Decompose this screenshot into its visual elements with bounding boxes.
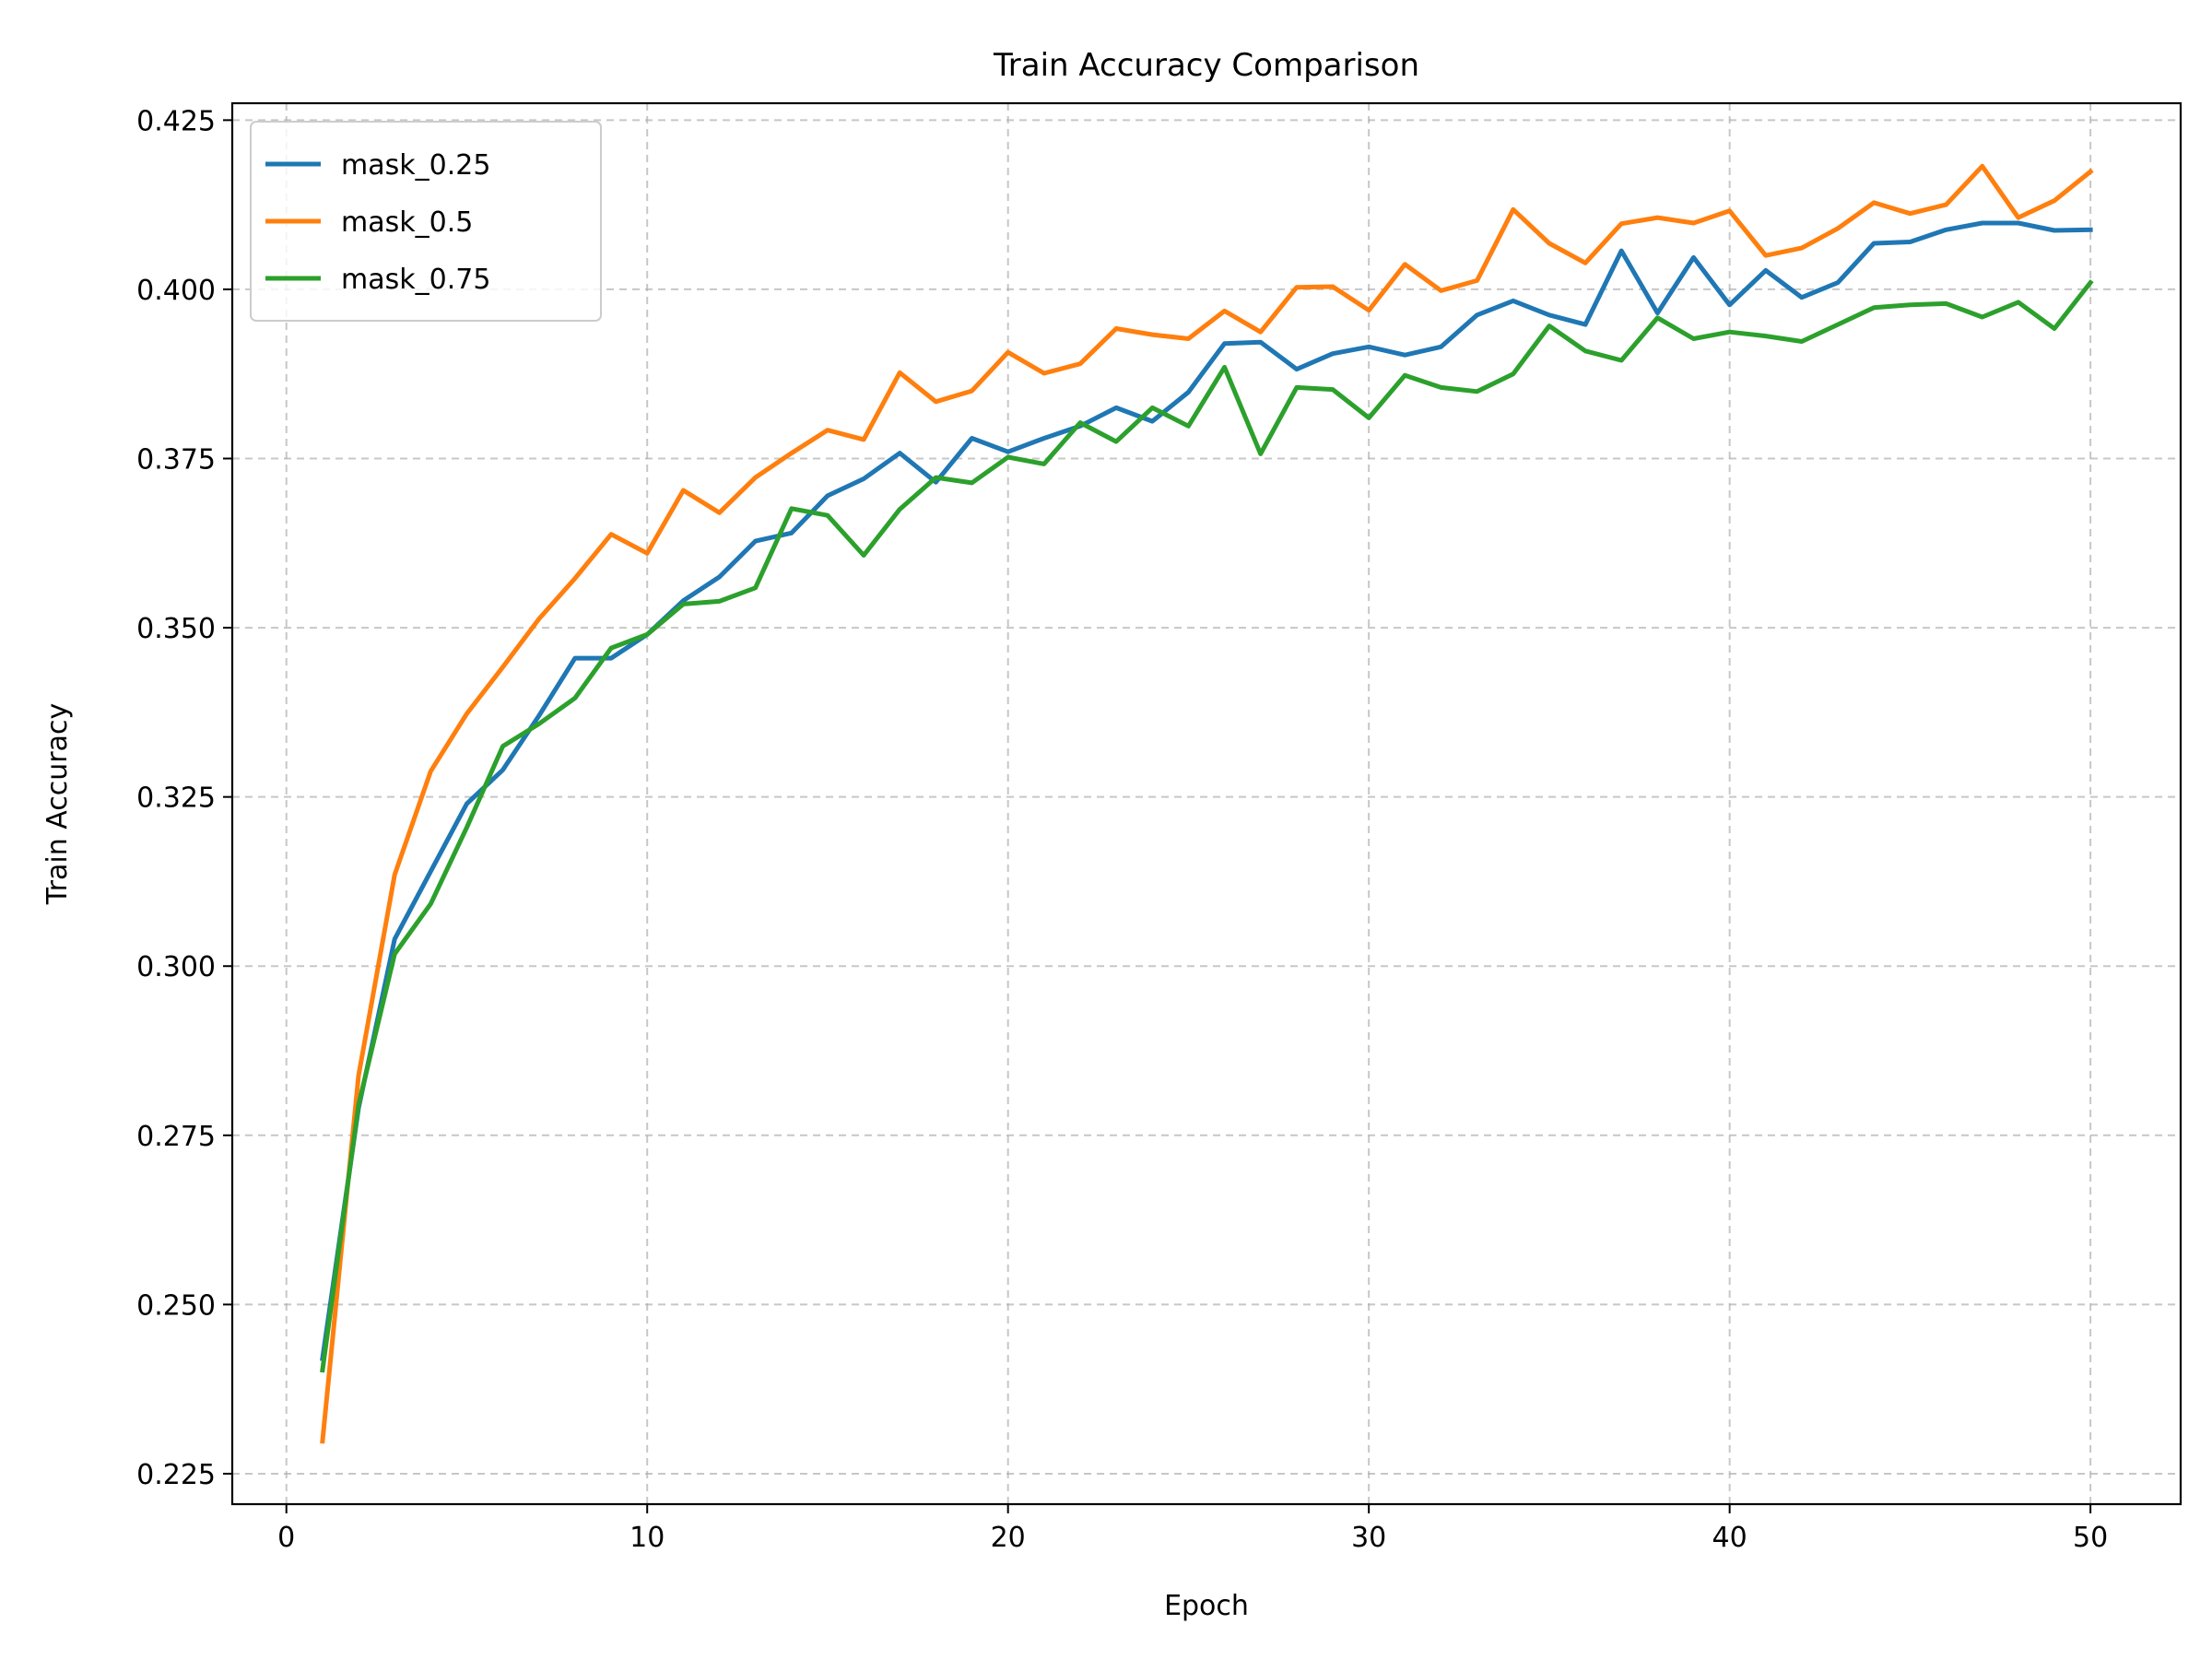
legend: mask_0.25 mask_0.5 mask_0.75 [250, 121, 602, 322]
legend-label: mask_0.5 [341, 206, 473, 239]
x-tick-label: 0 [277, 1522, 295, 1554]
x-tick-label: 30 [1351, 1522, 1386, 1554]
y-tick-label: 0.325 [136, 782, 216, 815]
legend-label: mask_0.75 [341, 264, 490, 296]
x-tick-label: 50 [2073, 1522, 2108, 1554]
x-tick-label: 40 [1712, 1522, 1747, 1554]
x-tick-label: 20 [991, 1522, 1026, 1554]
series-lines [320, 163, 2094, 1444]
y-tick-label: 0.375 [136, 444, 216, 477]
series-line-mask_0.25 [320, 220, 2093, 1361]
y-tick-label: 0.225 [136, 1459, 216, 1491]
y-tick-label: 0.275 [136, 1121, 216, 1153]
x-axis-label: Epoch [1164, 1590, 1249, 1622]
x-tick-label: 10 [629, 1522, 665, 1554]
legend-label: mask_0.25 [341, 149, 490, 182]
y-tick-label: 0.400 [136, 275, 216, 307]
y-tick-label: 0.250 [136, 1289, 216, 1322]
chart-title: Train Accuracy Comparison [993, 47, 1419, 84]
y-tick-label: 0.300 [136, 951, 216, 983]
y-tick-label: 0.350 [136, 613, 216, 645]
plot-area-frame [230, 101, 2183, 1506]
series-line-mask_0.5 [320, 163, 2094, 1444]
legend-box [250, 121, 602, 322]
y-axis-label: Train Accuracy [41, 703, 74, 905]
series-line-mask_0.75 [320, 279, 2094, 1373]
axis-ticks: 0 10 20 30 40 50 0.225 0.250 0.275 0.300 0.325 0.35… [136, 105, 2108, 1554]
y-tick-label: 0.425 [136, 105, 216, 137]
